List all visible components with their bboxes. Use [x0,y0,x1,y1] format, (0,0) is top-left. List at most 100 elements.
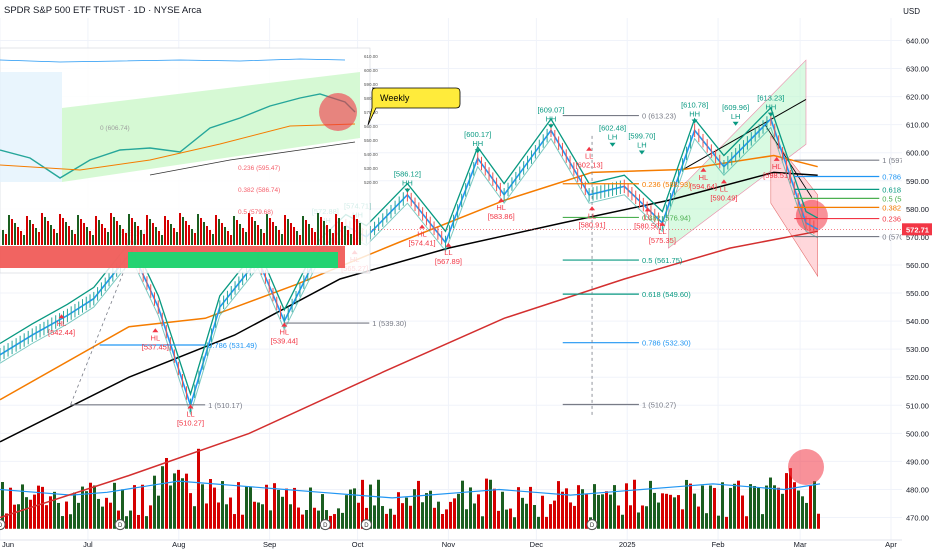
volume-bar [77,503,80,529]
inset-volume-bar [299,235,301,245]
inset-volume-bar [326,225,328,245]
volume-bar [629,505,632,528]
inset-fib-label: 0.5 (579.68) [238,209,273,216]
inset-volume-bar [155,227,157,245]
inset-volume-bar [77,215,79,245]
inset-volume-bar [92,235,94,245]
swing-tag: HL [151,333,161,342]
volume-bar [425,493,428,529]
swing-price: [575.35] [649,236,676,245]
swing-tag: LL [720,184,728,193]
volume-bar [205,503,208,528]
inset-volume-bar [71,230,73,245]
inset-volume-bar [269,218,271,245]
inset-volume-bar [266,214,268,245]
inset-volume-bar [317,213,319,245]
volume-bar [557,481,560,529]
volume-bar [633,480,636,529]
volume-bar [297,508,300,529]
volume-bar [569,502,572,528]
inset-volume-bar [230,235,232,245]
inset-highlight [319,93,357,131]
inset-axis-label: 530.00 [364,166,378,171]
inset-volume-bar [221,223,223,245]
swing-price: [590.49] [710,193,737,202]
earnings-marker: D [361,520,371,530]
earnings-letter: D [118,523,123,529]
volume-bar [797,490,800,528]
volume-bar [93,485,96,528]
inset-volume-bar [278,230,280,245]
inset-axis-label: 560.00 [364,124,378,129]
swing-price: [567.89] [435,257,462,266]
volume-bar [717,516,720,529]
volume-bar [13,505,16,529]
volume-bar [381,506,384,529]
inset-volume-bar [287,219,289,245]
volume-bar [89,483,92,529]
inset-axis-label: 600.00 [364,68,378,73]
volume-bar [697,507,700,529]
swing-tag: HL [417,230,427,239]
inset-volume-bar [167,220,169,245]
volume-bar [337,508,340,528]
volume-bar [529,487,532,529]
x-tick-label: Jun [2,540,14,549]
inset-volume-bar [284,215,286,245]
volume-bar [413,489,416,529]
swing-tag: LL [658,227,666,236]
volume-bar [277,490,280,529]
inset-volume-bar [140,230,142,245]
inset-volume-bar [281,234,283,245]
y-axis-panel [902,0,932,550]
volume-bar [285,489,288,529]
x-tick-label: Aug [172,540,185,549]
volume-bar [25,497,28,529]
inset-volume-bar [296,231,298,245]
volume-bar [405,498,408,529]
volume-bar [341,513,344,529]
volume-bar [693,494,696,529]
volume-bar [505,510,508,529]
volume-bar [73,493,76,529]
inset-volume-bar [38,232,40,245]
inset-axis-label: 590.00 [364,82,378,87]
swing-tag: HL [699,173,709,182]
volume-bar [149,505,152,528]
volume-bar [441,514,444,529]
y-tick-label: 600.00 [906,149,929,158]
swing-price: [602.13] [576,161,603,170]
inset-volume-bar [53,229,55,245]
inset-volume-bar [290,223,292,245]
volume-bar [269,510,272,528]
swing-price: [599.70] [628,132,655,141]
volume-bar [97,499,100,529]
volume-bar [125,516,128,529]
volume-bar [749,484,752,529]
weekly-callout-text: Weekly [380,93,410,103]
inset-volume-bar [197,214,199,245]
swing-price: [594.64] [690,182,717,191]
volume-bar [641,505,644,528]
volume-bar [709,486,712,529]
volume-bar [665,494,668,529]
inset-volume-bar [344,226,346,245]
fib-label: 0.5 (561.75) [642,256,683,265]
volume-bar [713,488,716,529]
volume-bar [417,481,420,529]
volume-bar [69,514,72,529]
volume-bar [729,488,732,529]
volume-bar [333,514,336,529]
volume-bar [141,485,144,529]
x-tick-label: Feb [712,540,725,549]
inset-volume-bar [335,214,337,245]
y-tick-label: 520.00 [906,373,929,382]
swing-price: [610.78] [681,100,708,109]
y-tick-label: 480.00 [906,485,929,494]
inset-volume-bar [359,223,361,245]
volume-bar [801,496,804,528]
inset-volume-bar [14,223,16,245]
y-tick-label: 610.00 [906,121,929,130]
inset-volume-bar [62,218,64,245]
